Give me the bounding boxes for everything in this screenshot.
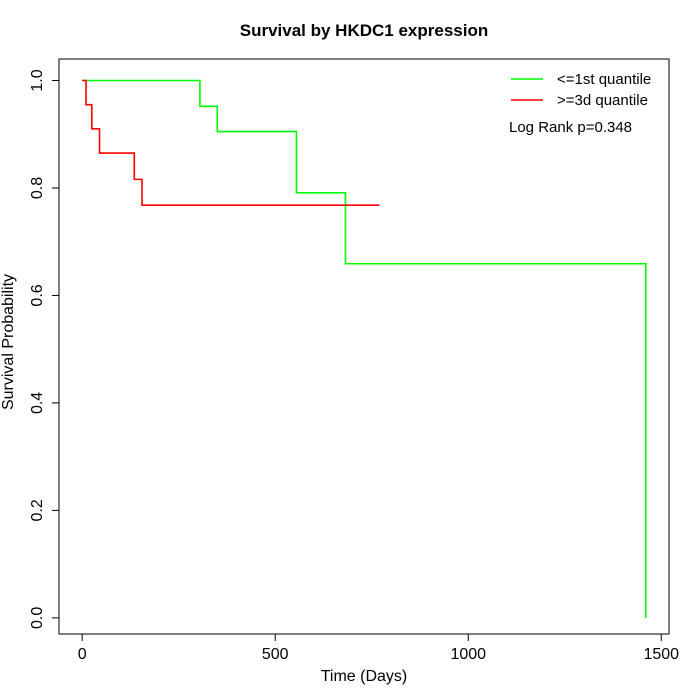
legend: <=1st quantile >=3d quantile xyxy=(511,71,651,109)
survival-curve-2 xyxy=(82,79,380,206)
y-axis: 0.0 0.2 0.4 0.6 0.8 1.0 xyxy=(29,69,60,629)
y-tick-label: 1.0 xyxy=(29,69,46,91)
legend-label-1: <=1st quantile xyxy=(557,71,651,88)
y-tick-label: 0.4 xyxy=(29,392,46,414)
x-tick-label: 1000 xyxy=(450,646,486,663)
x-axis-label: Time (Days) xyxy=(321,668,408,685)
log-rank-annotation: Log Rank p=0.348 xyxy=(509,119,632,136)
x-tick-label: 1500 xyxy=(643,646,679,663)
y-tick-label: 0.6 xyxy=(29,284,46,306)
y-tick-label: 0.2 xyxy=(29,499,46,521)
x-tick-label: 500 xyxy=(262,646,289,663)
x-tick-label: 0 xyxy=(78,646,87,663)
chart-title: Survival by HKDC1 expression xyxy=(240,21,488,40)
legend-label-2: >=3d quantile xyxy=(557,92,648,109)
survival-curve-1 xyxy=(82,79,647,618)
x-axis: 0 500 1000 1500 xyxy=(78,633,679,663)
y-tick-label: 0.0 xyxy=(29,607,46,629)
plot-frame xyxy=(58,58,670,635)
y-tick-label: 0.8 xyxy=(29,177,46,199)
series-layer xyxy=(82,79,647,618)
y-axis-label: Survival Probability xyxy=(0,274,17,410)
